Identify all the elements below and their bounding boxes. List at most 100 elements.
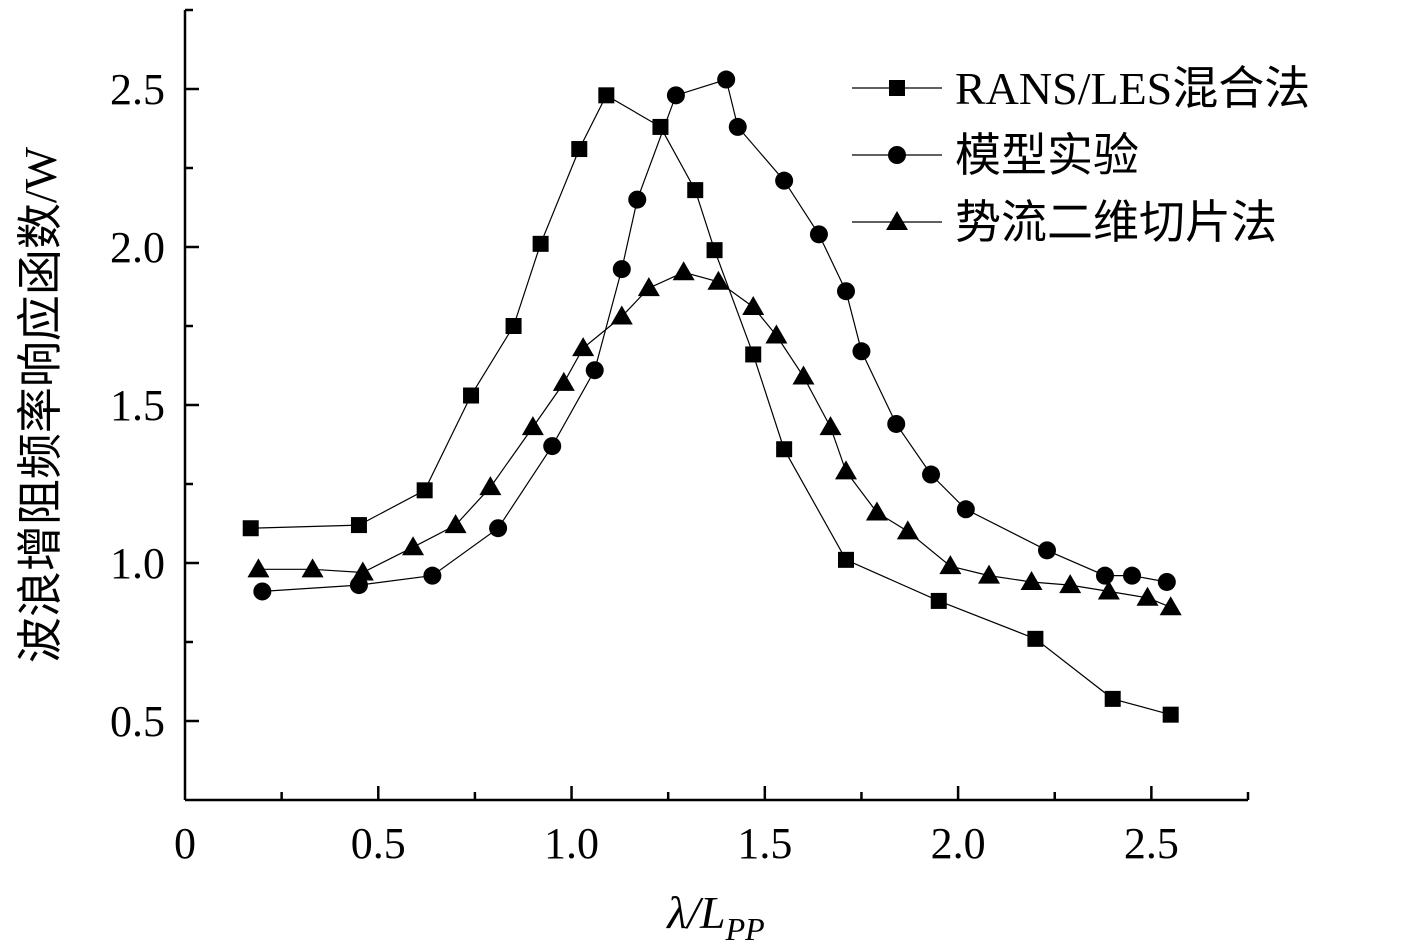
legend-label: 势流二维切片法 [955, 197, 1277, 248]
data-point [301, 558, 324, 578]
data-point [571, 141, 588, 158]
x-tick-label: 0 [174, 819, 196, 868]
y-axis-title: 波浪增阻频率响应函数/W [15, 146, 66, 663]
data-point [852, 342, 871, 361]
data-point [350, 517, 367, 534]
data-point [598, 87, 615, 104]
data-point [1136, 586, 1159, 606]
data-point [351, 561, 374, 581]
data-point [706, 242, 723, 259]
x-axis-title-subscript: PP [725, 911, 765, 947]
series-line [262, 78, 1167, 592]
data-point [896, 520, 919, 540]
data-point [707, 270, 730, 290]
data-point [776, 441, 793, 458]
data-point [765, 324, 788, 344]
data-point [922, 465, 941, 484]
series-square [242, 87, 1179, 723]
data-point [463, 387, 480, 404]
data-point [253, 582, 272, 601]
data-point [489, 519, 508, 538]
legend-item: 势流二维切片法 [852, 197, 1277, 248]
data-point [543, 437, 562, 456]
data-point [666, 86, 685, 105]
data-point [1162, 706, 1179, 723]
y-tick-label: 0.5 [110, 697, 165, 746]
data-point [728, 117, 747, 136]
data-point [612, 260, 631, 279]
data-point [1104, 690, 1121, 707]
legend-label: RANS/LES混合法 [955, 63, 1310, 114]
data-point [819, 416, 842, 436]
data-point [416, 482, 433, 499]
legend-marker [888, 146, 906, 164]
data-point [834, 460, 857, 480]
series-circle [253, 70, 1176, 601]
data-point [837, 551, 854, 568]
data-point [836, 282, 855, 301]
data-point [349, 576, 368, 595]
data-point [242, 520, 259, 537]
legend-marker [889, 80, 905, 96]
data-point [687, 182, 704, 199]
data-point [775, 171, 794, 190]
series-line [250, 94, 1171, 716]
x-tick-label: 2.0 [931, 819, 986, 868]
axes [183, 10, 1248, 802]
series-triangle [247, 261, 1182, 616]
legend-marker [886, 211, 908, 230]
data-point [956, 500, 975, 519]
x-tick-label: 2.5 [1124, 819, 1179, 868]
data-point [444, 514, 467, 534]
y-tick-label: 1.0 [110, 539, 165, 588]
data-point [717, 70, 736, 89]
data-point [585, 361, 604, 380]
data-point [865, 501, 888, 521]
data-point [1020, 570, 1043, 590]
data-point [887, 414, 906, 433]
data-point [1123, 566, 1142, 585]
data-point [1157, 572, 1176, 591]
data-point [792, 365, 815, 385]
data-point [672, 261, 695, 281]
data-point [532, 235, 549, 252]
data-point [930, 592, 947, 609]
data-point [1097, 580, 1120, 600]
data-point [637, 277, 660, 297]
data-point [1095, 566, 1114, 585]
data-point [552, 371, 575, 391]
data-point [479, 476, 502, 496]
data-point [809, 225, 828, 244]
data-point [1037, 541, 1056, 560]
legend-label: 模型实验 [955, 130, 1139, 181]
data-point [1159, 596, 1182, 616]
data-point [247, 558, 270, 578]
data-point [978, 564, 1001, 584]
data-point [652, 118, 669, 135]
series-layer [242, 70, 1182, 723]
data-point [423, 566, 442, 585]
data-point [572, 337, 595, 357]
y-tick-label: 2.0 [110, 223, 165, 272]
x-axis-title: λ/LPP [665, 887, 764, 947]
legend-item: 模型实验 [852, 130, 1139, 181]
series-line [258, 271, 1171, 608]
x-tick-label: 1.0 [544, 819, 599, 868]
y-tick-label: 1.5 [110, 381, 165, 430]
data-point [610, 305, 633, 325]
data-point [742, 296, 765, 316]
data-point [505, 318, 522, 334]
data-point [939, 555, 962, 575]
legend-item: RANS/LES混合法 [852, 63, 1310, 114]
y-tick-label: 2.5 [110, 65, 165, 114]
data-point [521, 416, 544, 436]
data-point [402, 536, 425, 556]
data-point [1027, 630, 1044, 647]
data-point [628, 190, 647, 209]
data-point [1059, 574, 1082, 594]
x-tick-label: 1.5 [737, 819, 792, 868]
x-axis-title-main: λ/L [665, 887, 725, 938]
ticks: 0 0.5 1.0 1.5 2.0 2.5 0.5 1.0 1.5 2.0 2.5 [110, 8, 1250, 868]
